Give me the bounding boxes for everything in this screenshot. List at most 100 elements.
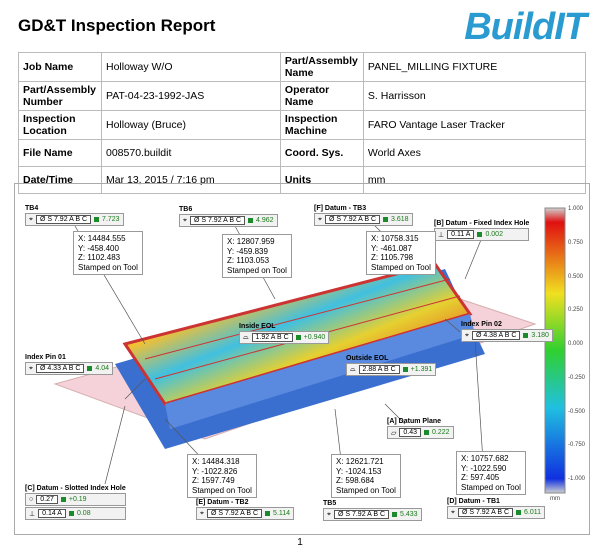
cell-label: Operator Name	[279, 81, 364, 111]
status-indicator	[516, 510, 522, 515]
cell-value: 008570.buildit	[101, 139, 281, 167]
note: Stamped on Tool	[371, 262, 431, 272]
gdt-symbol: ○	[29, 496, 34, 503]
cell-label: Part/Assembly Number	[18, 81, 102, 111]
gdt-symbol: ⌖	[327, 510, 331, 518]
callout-title: [A] Datum Plane	[387, 418, 442, 425]
measured-value: +0.19	[68, 496, 87, 503]
status-indicator	[383, 217, 389, 222]
tolerance-row: ⊥ 0.14 A 0.08	[25, 507, 126, 520]
measured-value: +1.391	[410, 366, 433, 373]
cell-label: Part/Assembly Name	[279, 52, 364, 82]
report-title: GD&T Inspection Report	[18, 16, 216, 35]
coordinate: Y: -461.087	[371, 243, 412, 253]
callout: Index Pin 01 ⌖ Ø 4.33 A B C 4.04	[25, 354, 114, 376]
coordinate: X: 14484.318	[192, 457, 240, 466]
scale-label: 0.000	[568, 341, 584, 347]
table-row: Part/Assembly Number PAT-04-23-1992-JAS Op…	[18, 81, 587, 111]
page-number: 1	[297, 537, 303, 548]
gdt-symbol: ⌖	[29, 215, 33, 223]
coordinate: Y: -1022.826	[192, 466, 238, 476]
scale-label: -0.500	[568, 408, 586, 415]
cell-value: Holloway (Bruce)	[101, 110, 281, 140]
cell-label: File Name	[18, 139, 102, 167]
tolerance-row: ⌓ 1.92 A B C +0.940	[239, 331, 330, 344]
measured-value: 4.962	[256, 217, 274, 224]
callout: Index Pin 02 ⌖ Ø 4.38 A B C 3.180	[461, 321, 553, 343]
gdt-symbol: ⌖	[200, 509, 204, 517]
coordinate: Z: 598.684	[336, 476, 375, 485]
status-indicator	[248, 218, 254, 223]
note: Stamped on Tool	[192, 485, 252, 495]
callout-title: TB6	[179, 206, 193, 213]
scale-label: -0.250	[568, 374, 586, 381]
status-indicator	[295, 335, 301, 340]
callout: Outside EOL ⌓ 2.88 A B C +1.391	[346, 355, 437, 377]
callout: TB5 ⌖ Ø S 7.92 A B C 5.433	[323, 500, 422, 522]
callout: [D] Datum - TB1 ⌖ Ø S 7.92 A B C 6.011	[447, 498, 546, 520]
gdt-symbol: ⌓	[350, 365, 356, 373]
status-indicator	[523, 333, 529, 338]
measured-value: 6.011	[524, 509, 542, 516]
measured-value: 3.618	[391, 216, 409, 223]
measured-value: 5.433	[400, 511, 418, 518]
status-indicator	[68, 511, 74, 516]
coordinate-box: X: 10758.315 Y: -461.087 Z: 1105.798 Stampe…	[366, 231, 436, 275]
gdt-symbol: ⌖	[465, 331, 469, 339]
status-indicator	[87, 366, 93, 371]
tolerance: 0.27	[36, 495, 58, 504]
tolerance: 0.11 A	[447, 230, 475, 239]
cell-value: mm	[362, 166, 587, 194]
table-row: File Name 008570.buildit Coord. Sys. World …	[18, 139, 587, 167]
coordinate: Y: -458.400	[78, 243, 119, 253]
callout: [A] Datum Plane ▱ 0.43 0.222	[387, 418, 454, 440]
scale-unit: mm	[550, 496, 560, 502]
scale-label: 0.500	[568, 273, 584, 280]
tolerance: Ø S 7.92 A B C	[333, 510, 390, 519]
gdt-symbol: ⊥	[29, 510, 36, 518]
cell-value: FARO Vantage Laser Tracker	[362, 110, 587, 140]
cell-value: PAT-04-23-1992-JAS	[101, 81, 281, 111]
measured-value: 0.08	[76, 510, 91, 517]
tolerance-row: ⌖ Ø S 7.92 A B C 4.962	[179, 214, 278, 227]
callout: [C] Datum - Slotted Index Hole ○ 0.27 +0.19…	[25, 485, 126, 521]
coordinate: Y: -1022.590	[461, 463, 507, 473]
scale-label: 0.750	[568, 239, 584, 246]
status-indicator	[477, 232, 483, 237]
measured-value: 4.04	[95, 365, 110, 372]
coordinate: Y: -459.839	[227, 246, 268, 256]
coordinate: X: 10758.315	[371, 234, 419, 243]
callout-title: TB5	[323, 500, 337, 507]
measured-value: 5.114	[273, 510, 291, 517]
callout: TB4 ⌖ Ø S 7.92 A B C 7.723	[25, 205, 124, 227]
cell-value: S. Harrisson	[362, 81, 587, 111]
tolerance: Ø S 7.92 A B C	[206, 509, 263, 518]
cell-value: Holloway W/O	[101, 52, 281, 82]
gdt-symbol: ⌖	[29, 364, 33, 372]
callout: [E] Datum - TB2 ⌖ Ø S 7.92 A B C 5.114	[196, 499, 295, 521]
tolerance-row: ⌖ Ø S 7.92 A B C 3.618	[314, 213, 413, 226]
cell-label: Job Name	[18, 52, 102, 82]
coordinate: Z: 1103.053	[227, 256, 270, 265]
callout-title: [D] Datum - TB1	[447, 498, 500, 505]
info-table: Job Name Holloway W/O Part/Assembly Name PA…	[18, 52, 587, 194]
measured-value: 0.002	[485, 231, 503, 238]
tolerance-row: ⌖ Ø 4.38 A B C 3.180	[461, 329, 553, 342]
note: Stamped on Tool	[78, 262, 138, 272]
coordinate-box: X: 12807.959 Y: -459.839 Z: 1103.053 Stampe…	[222, 234, 292, 278]
gdt-symbol: ▱	[391, 429, 397, 437]
gdt-symbol: ⌖	[451, 508, 455, 516]
tolerance: Ø 4.38 A B C	[471, 331, 521, 340]
tolerance-row: ○ 0.27 +0.19	[25, 493, 126, 506]
tolerance: 1.92 A B C	[251, 333, 293, 342]
coordinate: Z: 1105.798	[371, 253, 414, 262]
coordinate-box: X: 14484.318 Y: -1022.826 Z: 1597.749 Stamp…	[187, 454, 257, 498]
cell-label: Coord. Sys.	[279, 139, 364, 167]
table-row: Job Name Holloway W/O Part/Assembly Name PA…	[18, 52, 587, 82]
coordinate: X: 12621.721	[336, 457, 384, 466]
figure: TB4 ⌖ Ø S 7.92 A B C 7.723 TB6 ⌖ Ø S 7.92 A B …	[14, 183, 590, 535]
note: Stamped on Tool	[461, 482, 521, 492]
table-row: Inspection Location Holloway (Bruce) Inspe…	[18, 110, 587, 140]
status-indicator	[402, 367, 408, 372]
